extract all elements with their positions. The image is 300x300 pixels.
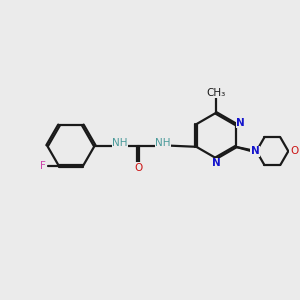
- Text: N: N: [236, 118, 245, 128]
- Text: NH: NH: [155, 138, 171, 148]
- Text: N: N: [250, 146, 259, 156]
- Text: O: O: [134, 163, 142, 173]
- Text: NH: NH: [112, 138, 128, 148]
- Text: O: O: [290, 146, 298, 156]
- Text: F: F: [40, 161, 46, 171]
- Text: CH₃: CH₃: [206, 88, 226, 98]
- Text: N: N: [212, 158, 220, 168]
